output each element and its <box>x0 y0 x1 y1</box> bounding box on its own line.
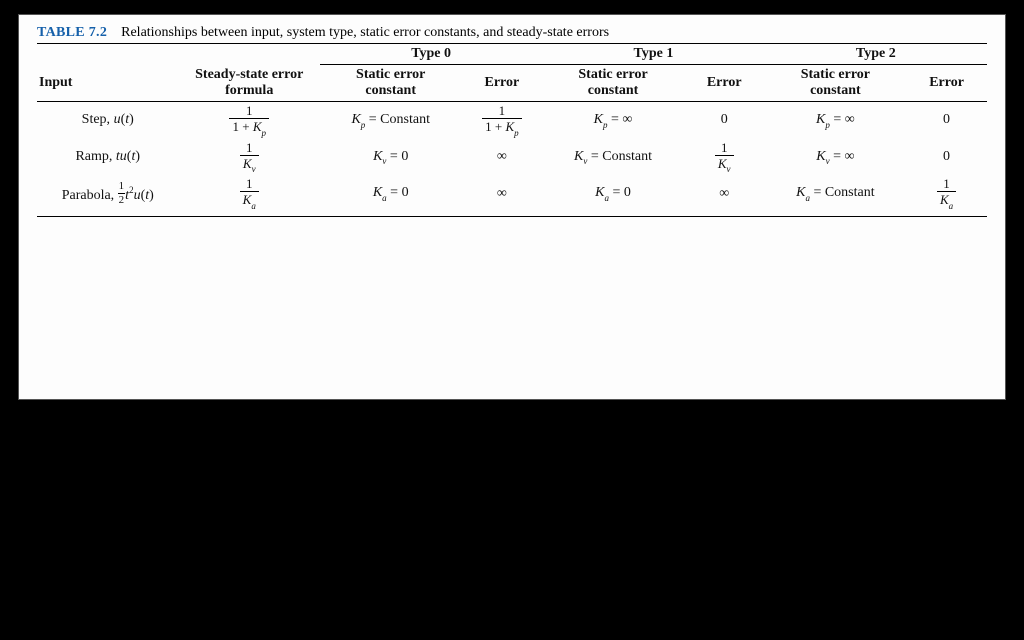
table-title: TABLE 7.2 Relationships between input, s… <box>37 25 987 41</box>
const-l1: Static error <box>578 67 647 82</box>
sse-l1: Steady-state error <box>195 67 303 82</box>
input-ramp: Ramp, tu(t) <box>37 139 178 176</box>
const0-ramp: Kv = 0 <box>320 139 461 176</box>
table-label: TABLE 7.2 <box>37 25 107 40</box>
blank-header <box>178 44 319 65</box>
err2-step: 0 <box>906 102 987 139</box>
table-row-step: Step, u(t) 1 1 + Kp Kp = Constant 1 1 + … <box>37 102 987 139</box>
ramp-label: Ramp, <box>75 149 115 164</box>
num-1c: 1 <box>240 141 259 156</box>
num-1e: 1 <box>240 177 259 192</box>
den-kv-b: Kv <box>715 156 734 174</box>
step-u: u <box>114 112 121 127</box>
col-const-1: Static error constant <box>542 65 683 102</box>
num-1f: 1 <box>937 177 956 192</box>
err0-step: 1 1 + Kp <box>461 102 542 139</box>
col-input: Input <box>37 65 178 102</box>
col-error-1: Error <box>684 65 765 102</box>
const1-parabola: Ka = 0 <box>542 175 683 216</box>
num-1: 1 <box>229 104 269 119</box>
err2-parabola: 1 Ka <box>906 175 987 216</box>
const1-ramp: Kv = Constant <box>542 139 683 176</box>
den-kv: Kv <box>240 156 259 174</box>
const-l1: Static error <box>801 67 870 82</box>
num-1d: 1 <box>715 141 734 156</box>
input-step: Step, u(t) <box>37 102 178 139</box>
num-1b: 1 <box>482 104 522 119</box>
den-1kp-b: 1 + Kp <box>482 119 522 137</box>
col-type0: Type 0 <box>320 44 542 65</box>
col-const-2: Static error constant <box>765 65 906 102</box>
table-description: Relationships between input, system type… <box>121 25 609 40</box>
const0-parabola: Ka = 0 <box>320 175 461 216</box>
sse-l2: formula <box>225 83 273 98</box>
table-page: TABLE 7.2 Relationships between input, s… <box>18 14 1006 400</box>
step-t: t <box>125 112 129 127</box>
table-row-parabola: Parabola, 1 2 t2u(t) 1 Ka Ka = 0 ∞ <box>37 175 987 216</box>
err0-parabola: ∞ <box>461 175 542 216</box>
sse-parabola: 1 Ka <box>178 175 319 216</box>
ramp-t: t <box>131 149 135 164</box>
err1-ramp: 1 Kv <box>684 139 765 176</box>
error-table: Type 0 Type 1 Type 2 Input Steady-state … <box>37 44 987 217</box>
const2-ramp: Kv = ∞ <box>765 139 906 176</box>
den-1kp: 1 + Kp <box>229 119 269 137</box>
const1-step: Kp = ∞ <box>542 102 683 139</box>
const-l2: constant <box>588 83 639 98</box>
col-error-0: Error <box>461 65 542 102</box>
err0-ramp: ∞ <box>461 139 542 176</box>
header-row-sub: Input Steady-state error formula Static … <box>37 65 987 102</box>
err1-step: 0 <box>684 102 765 139</box>
blank-header <box>37 44 178 65</box>
err2-ramp: 0 <box>906 139 987 176</box>
const2-parabola: Ka = Constant <box>765 175 906 216</box>
para-label: Parabola, <box>62 188 114 203</box>
err1-parabola: ∞ <box>684 175 765 216</box>
col-const-0: Static error constant <box>320 65 461 102</box>
col-error-2: Error <box>906 65 987 102</box>
const-l2: constant <box>810 83 861 98</box>
sse-step: 1 1 + Kp <box>178 102 319 139</box>
step-label: Step, <box>82 112 114 127</box>
sse-ramp: 1 Kv <box>178 139 319 176</box>
const0-step: Kp = Constant <box>320 102 461 139</box>
col-type2: Type 2 <box>765 44 987 65</box>
col-sse: Steady-state error formula <box>178 65 319 102</box>
const2-step: Kp = ∞ <box>765 102 906 139</box>
col-type1: Type 1 <box>542 44 764 65</box>
den-ka: Ka <box>240 192 259 210</box>
const-l1: Static error <box>356 67 425 82</box>
den-ka-b: Ka <box>937 192 956 210</box>
table-row-ramp: Ramp, tu(t) 1 Kv Kv = 0 ∞ Kv = Constant <box>37 139 987 176</box>
input-parabola: Parabola, 1 2 t2u(t) <box>37 175 178 216</box>
const-l2: constant <box>365 83 416 98</box>
ramp-tu: tu <box>116 149 127 164</box>
header-row-types: Type 0 Type 1 Type 2 <box>37 44 987 65</box>
